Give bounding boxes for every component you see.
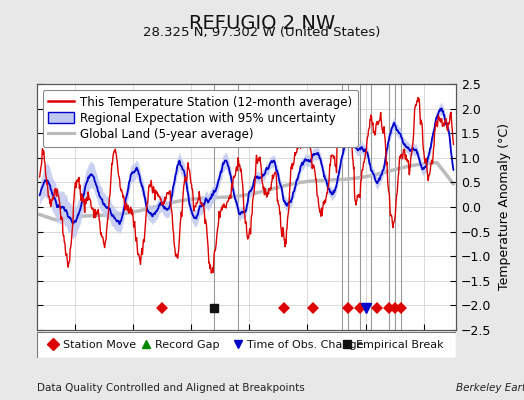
FancyBboxPatch shape	[37, 332, 456, 358]
Legend: This Temperature Station (12-month average), Regional Expectation with 95% uncer: This Temperature Station (12-month avera…	[42, 90, 358, 147]
Text: Time of Obs. Change: Time of Obs. Change	[247, 340, 364, 350]
Text: Record Gap: Record Gap	[155, 340, 220, 350]
Text: 28.325 N, 97.302 W (United States): 28.325 N, 97.302 W (United States)	[143, 26, 381, 39]
Text: Empirical Break: Empirical Break	[356, 340, 444, 350]
Text: Data Quality Controlled and Aligned at Breakpoints: Data Quality Controlled and Aligned at B…	[37, 383, 304, 393]
Text: Station Move: Station Move	[63, 340, 136, 350]
Text: REFUGIO 2 NW: REFUGIO 2 NW	[189, 14, 335, 33]
Y-axis label: Temperature Anomaly (°C): Temperature Anomaly (°C)	[498, 124, 511, 290]
Text: Berkeley Earth: Berkeley Earth	[456, 383, 524, 393]
